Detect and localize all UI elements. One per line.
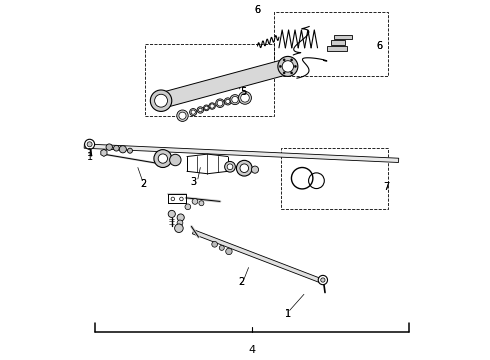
Circle shape: [294, 65, 296, 67]
Circle shape: [155, 94, 168, 107]
Bar: [281, 148, 388, 208]
Circle shape: [197, 107, 203, 113]
Circle shape: [278, 57, 298, 76]
Circle shape: [150, 90, 172, 111]
Text: 2: 2: [140, 179, 147, 189]
Text: 6: 6: [376, 41, 382, 51]
Circle shape: [85, 139, 95, 149]
Circle shape: [237, 160, 252, 176]
Circle shape: [227, 164, 233, 170]
Circle shape: [224, 161, 235, 172]
Bar: [334, 35, 352, 39]
Bar: [273, 12, 388, 76]
Text: 3: 3: [190, 177, 196, 187]
Circle shape: [282, 61, 294, 72]
Circle shape: [209, 103, 215, 109]
Text: 1: 1: [87, 152, 93, 162]
Circle shape: [87, 142, 92, 147]
Circle shape: [154, 150, 172, 167]
Polygon shape: [193, 230, 324, 284]
Circle shape: [106, 144, 113, 150]
Circle shape: [241, 94, 249, 102]
Text: 5: 5: [240, 87, 246, 98]
Text: 2: 2: [238, 277, 245, 287]
Circle shape: [199, 201, 204, 206]
Text: 1: 1: [285, 309, 291, 319]
Circle shape: [127, 148, 132, 153]
Circle shape: [114, 145, 119, 151]
Circle shape: [171, 197, 174, 201]
Circle shape: [239, 91, 251, 104]
Circle shape: [291, 72, 293, 74]
Circle shape: [170, 154, 181, 166]
Circle shape: [158, 154, 168, 163]
Circle shape: [251, 166, 259, 173]
Circle shape: [177, 214, 184, 221]
Text: 2: 2: [140, 179, 147, 189]
Bar: [327, 46, 347, 51]
Circle shape: [180, 197, 183, 201]
Circle shape: [283, 72, 285, 74]
Circle shape: [279, 65, 281, 67]
Circle shape: [220, 246, 224, 250]
Circle shape: [190, 109, 197, 116]
Text: 3: 3: [190, 177, 196, 187]
Circle shape: [283, 59, 285, 61]
Circle shape: [321, 278, 325, 282]
Circle shape: [210, 104, 214, 108]
Circle shape: [198, 108, 202, 112]
Circle shape: [205, 106, 208, 110]
Polygon shape: [101, 149, 107, 157]
Circle shape: [174, 224, 183, 233]
Circle shape: [177, 220, 183, 226]
Circle shape: [119, 146, 126, 153]
Bar: [331, 40, 345, 45]
Text: 2: 2: [238, 277, 245, 287]
Text: 1: 1: [87, 148, 93, 158]
Circle shape: [212, 242, 218, 247]
Circle shape: [185, 204, 191, 210]
Circle shape: [230, 95, 240, 105]
Circle shape: [318, 275, 327, 285]
Text: 5: 5: [240, 87, 246, 98]
Circle shape: [191, 110, 196, 114]
Text: 4: 4: [248, 345, 256, 355]
Circle shape: [217, 100, 223, 106]
Circle shape: [179, 112, 186, 119]
Text: 7: 7: [383, 182, 389, 192]
Text: 6: 6: [254, 5, 261, 15]
Circle shape: [216, 99, 224, 108]
Circle shape: [203, 105, 209, 111]
Polygon shape: [84, 144, 399, 162]
Circle shape: [224, 98, 231, 105]
Text: 6: 6: [376, 41, 382, 51]
Circle shape: [291, 59, 293, 61]
Circle shape: [232, 96, 238, 103]
Circle shape: [177, 110, 188, 121]
Circle shape: [226, 248, 232, 255]
Circle shape: [192, 199, 198, 204]
Bar: [145, 44, 273, 116]
Text: 7: 7: [383, 182, 389, 192]
Circle shape: [240, 164, 248, 172]
Circle shape: [226, 99, 230, 104]
Text: 6: 6: [254, 5, 261, 15]
Polygon shape: [159, 59, 290, 108]
Text: 1: 1: [285, 309, 291, 319]
Circle shape: [168, 210, 175, 217]
